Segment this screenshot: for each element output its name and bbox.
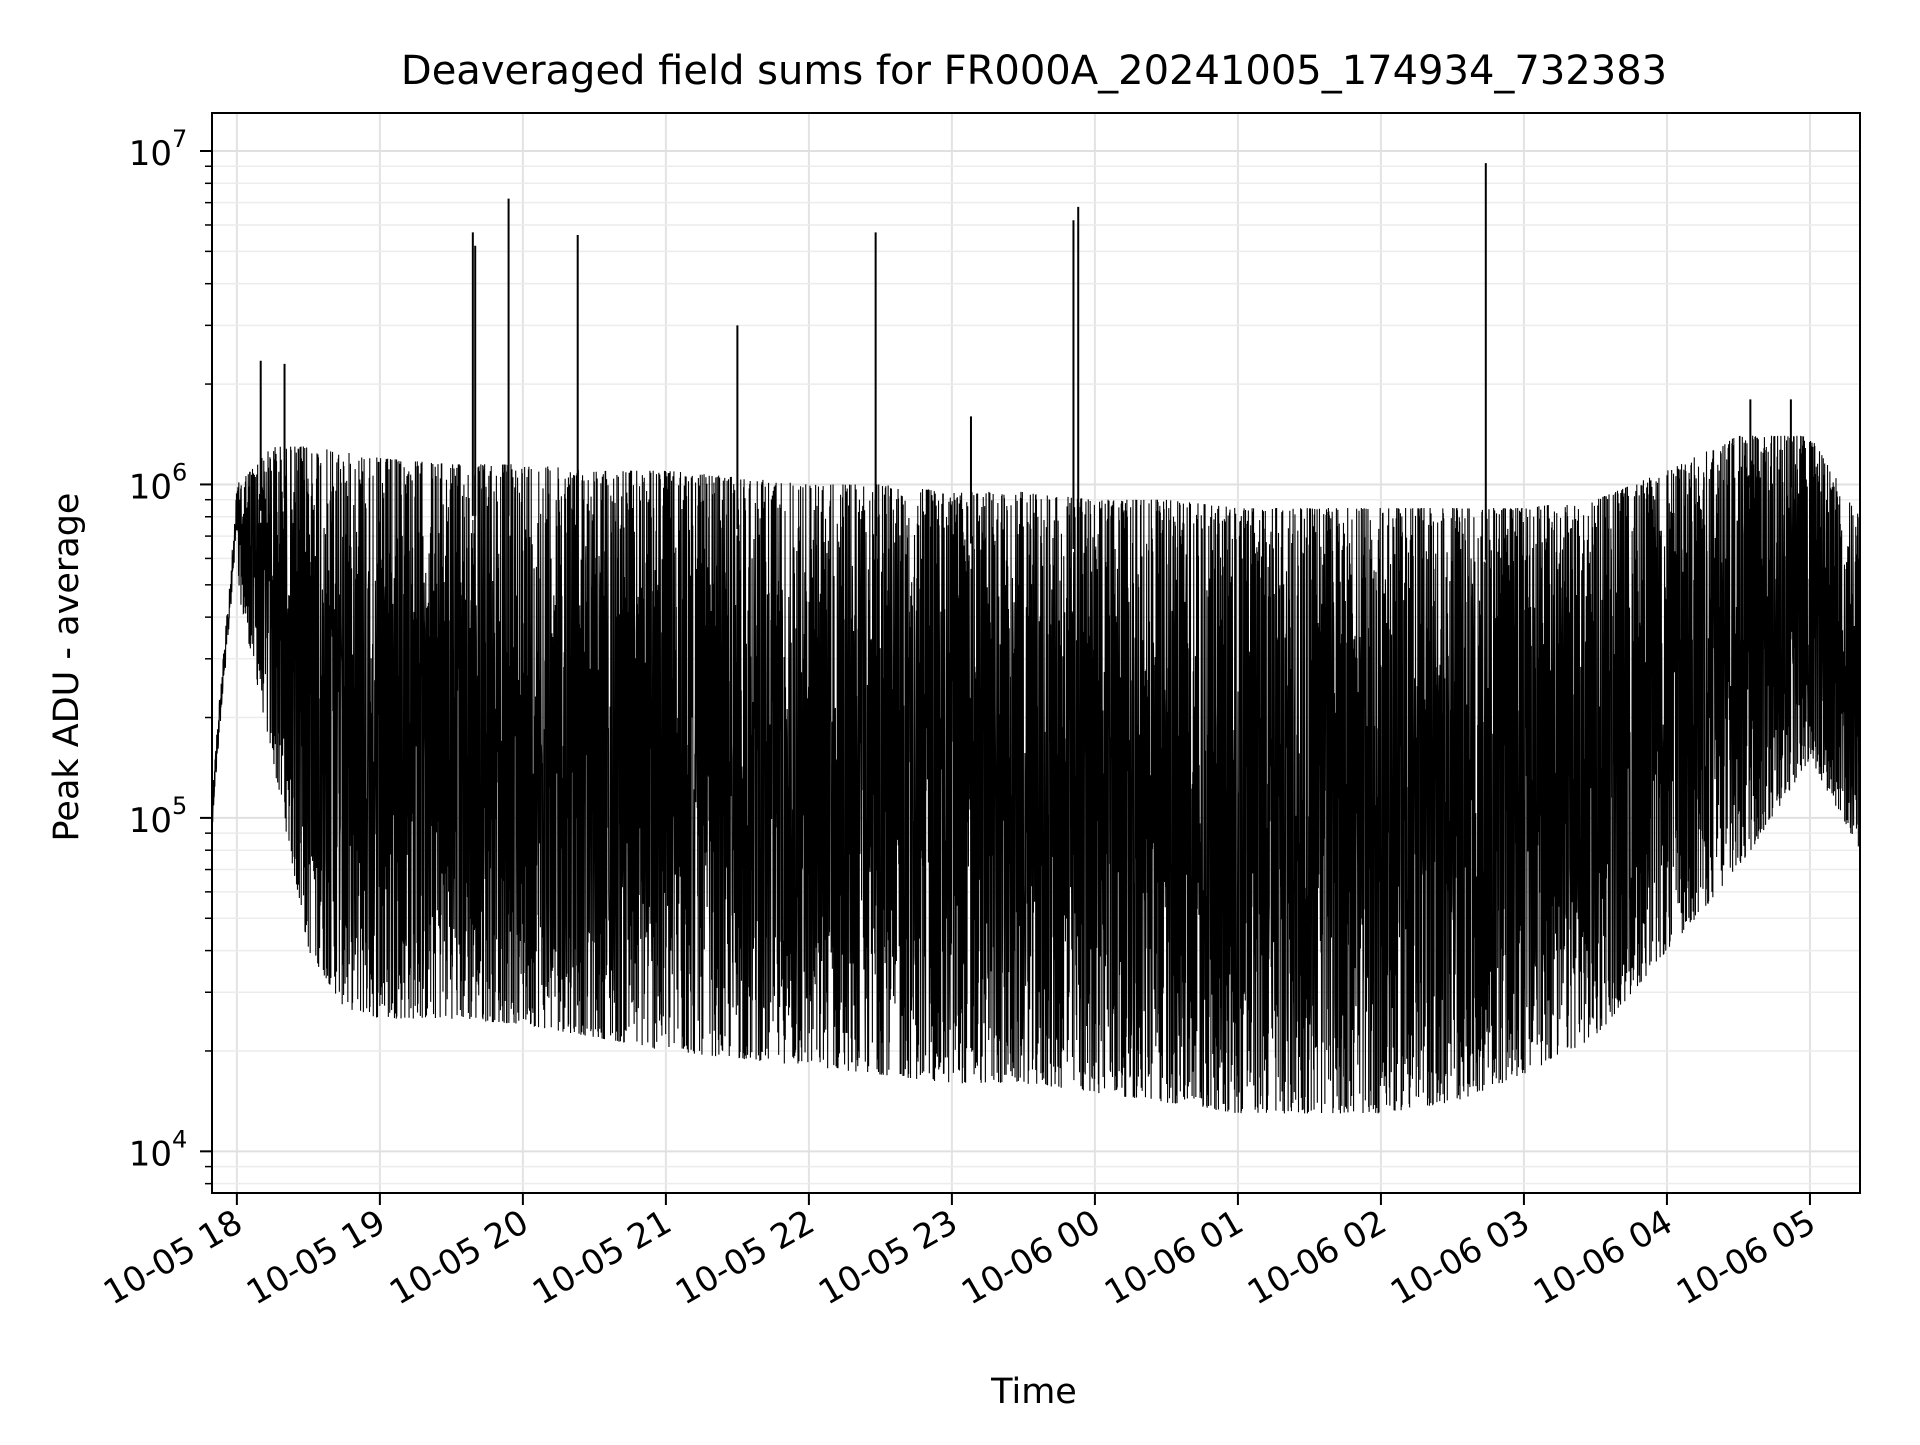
y-tick-base: 10	[129, 134, 172, 174]
y-tick-label: 10 5	[129, 792, 188, 841]
plot-frame	[211, 112, 1861, 1194]
y-tick-exponent: 7	[172, 125, 187, 153]
y-tick-base: 10	[129, 801, 172, 841]
y-tick-label: 10 7	[129, 125, 188, 174]
series-line	[211, 435, 1861, 1114]
y-tick-exponent: 6	[172, 458, 187, 486]
y-tick-base: 10	[129, 467, 172, 507]
data-series	[211, 163, 1861, 1114]
y-tick-label: 10 6	[129, 458, 188, 507]
y-tick-base: 10	[129, 1134, 172, 1174]
y-axis-label: Peak ADU - average	[47, 493, 87, 842]
y-tick-exponent: 4	[172, 1125, 187, 1153]
y-tick-exponent: 5	[172, 792, 187, 820]
y-tick-label: 10 4	[129, 1125, 188, 1174]
x-axis-label: Time	[990, 1372, 1077, 1412]
chart-title: Deaveraged field sums for FR000A_2024100…	[401, 48, 1667, 94]
